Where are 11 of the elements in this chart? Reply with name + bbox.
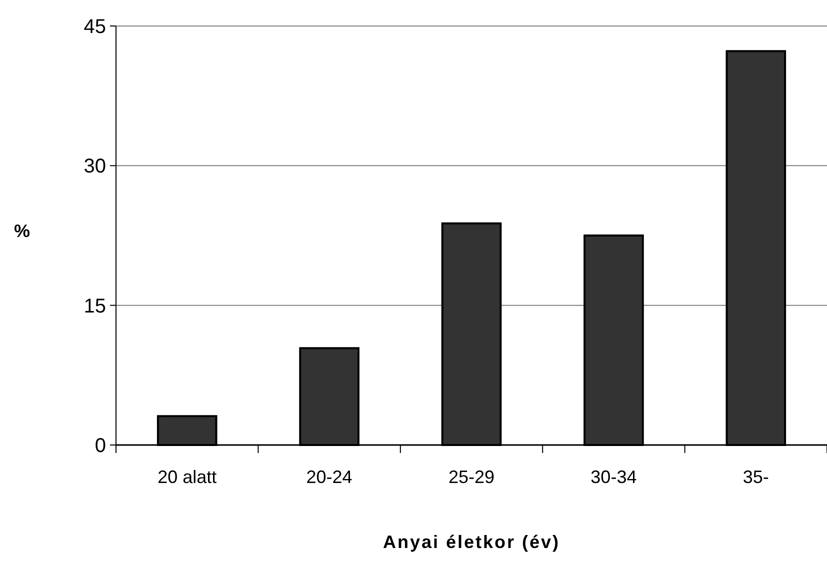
y-tick-label: 0 [94, 435, 106, 457]
x-tick-label: 20-24 [306, 467, 352, 487]
x-tick-label: 35- [742, 467, 769, 487]
y-tick-label: 30 [84, 156, 106, 178]
x-axis-title: Anyai életkor (év) [382, 532, 560, 552]
x-tick-label: 30-34 [590, 467, 637, 487]
y-tick-label: 15 [84, 295, 106, 318]
x-tick-label: 20 alatt [158, 467, 217, 487]
y-axis-title: % [14, 221, 30, 241]
y-tick-label: 45 [84, 16, 106, 38]
x-tick-label: 25-29 [448, 467, 495, 487]
